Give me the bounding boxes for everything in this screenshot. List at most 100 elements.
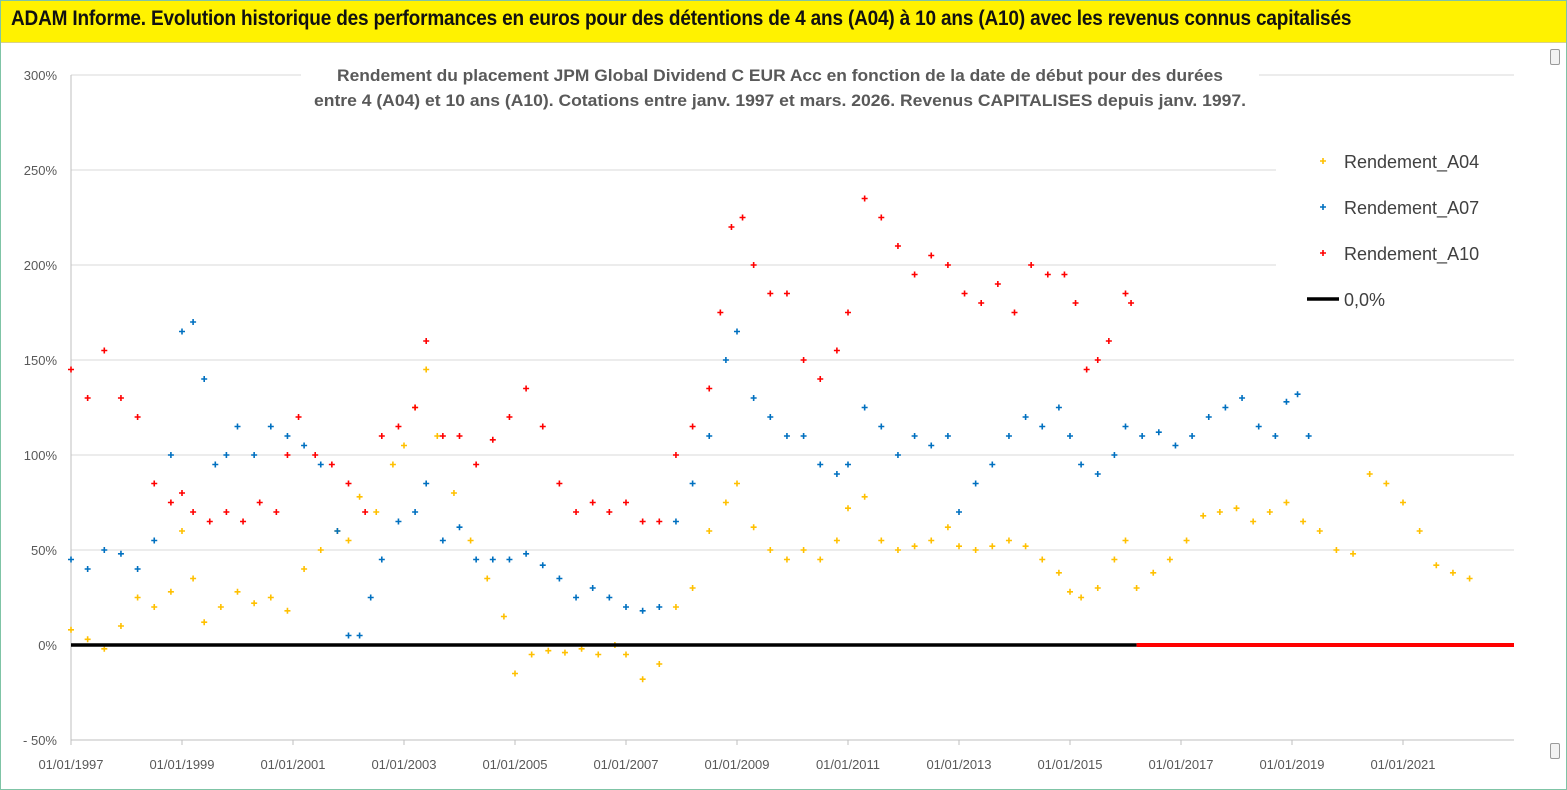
data-point bbox=[639, 607, 646, 614]
data-point bbox=[817, 461, 824, 468]
data-point bbox=[911, 543, 918, 550]
data-point bbox=[561, 649, 568, 656]
legend-label: Rendement_A10 bbox=[1344, 244, 1479, 265]
y-tick-label: 200% bbox=[24, 258, 58, 273]
data-point bbox=[179, 528, 185, 534]
data-point bbox=[179, 328, 185, 335]
data-point bbox=[423, 338, 430, 344]
data-point bbox=[1072, 300, 1079, 306]
x-tick-label: 01/01/2017 bbox=[1148, 757, 1213, 772]
chart-title-line: entre 4 (A04) et 10 ans (A10). Cotations… bbox=[314, 91, 1246, 110]
y-tick-label: - 50% bbox=[23, 733, 57, 748]
data-point bbox=[389, 461, 396, 468]
data-point bbox=[1172, 442, 1179, 449]
data-point bbox=[1011, 309, 1018, 316]
data-point bbox=[1133, 585, 1140, 591]
data-point bbox=[1150, 569, 1157, 576]
data-point bbox=[1155, 429, 1162, 436]
data-point bbox=[234, 588, 241, 595]
data-point bbox=[1466, 575, 1473, 582]
legend-swatch bbox=[1320, 250, 1326, 256]
data-point bbox=[1055, 404, 1062, 411]
data-point bbox=[489, 556, 496, 563]
data-point bbox=[134, 594, 141, 601]
data-point bbox=[1067, 588, 1073, 595]
data-point bbox=[539, 562, 546, 569]
chart-title-line: Rendement du placement JPM Global Divide… bbox=[337, 66, 1223, 85]
data-point bbox=[1005, 537, 1012, 544]
data-point bbox=[1044, 271, 1051, 278]
data-point bbox=[750, 524, 757, 531]
data-point bbox=[317, 461, 324, 468]
data-point bbox=[1189, 433, 1196, 439]
data-point bbox=[944, 524, 951, 531]
data-point bbox=[734, 328, 740, 335]
data-point bbox=[1111, 452, 1118, 458]
data-point bbox=[861, 195, 868, 202]
data-point bbox=[167, 452, 174, 458]
data-point bbox=[439, 433, 446, 439]
data-point bbox=[845, 461, 851, 468]
data-point bbox=[928, 442, 935, 449]
data-point bbox=[1300, 518, 1307, 525]
data-point bbox=[833, 537, 840, 544]
data-point bbox=[273, 509, 280, 515]
data-point bbox=[861, 493, 868, 500]
data-point bbox=[800, 433, 807, 439]
data-point bbox=[1294, 391, 1301, 398]
data-point bbox=[800, 547, 807, 553]
scroll-handle-bottom[interactable] bbox=[1550, 743, 1560, 759]
x-tick-label: 01/01/2007 bbox=[593, 757, 658, 772]
data-point bbox=[412, 404, 419, 411]
data-point bbox=[961, 290, 968, 297]
data-point bbox=[212, 461, 219, 468]
data-point bbox=[240, 518, 247, 525]
data-point bbox=[345, 480, 352, 487]
x-tick-label: 01/01/1999 bbox=[149, 757, 214, 772]
data-point bbox=[190, 575, 197, 582]
data-point bbox=[450, 490, 457, 496]
data-point bbox=[134, 414, 141, 420]
data-point bbox=[506, 414, 513, 420]
data-point bbox=[1255, 423, 1262, 430]
data-point bbox=[817, 556, 824, 563]
data-point bbox=[656, 661, 663, 667]
data-point bbox=[783, 290, 790, 297]
data-point bbox=[722, 357, 729, 363]
data-point bbox=[401, 442, 407, 449]
data-point bbox=[989, 461, 996, 468]
data-point bbox=[1216, 509, 1223, 515]
scroll-handle-top[interactable] bbox=[1550, 49, 1560, 65]
data-point bbox=[295, 414, 302, 420]
x-tick-label: 01/01/2003 bbox=[371, 757, 436, 772]
data-point bbox=[334, 528, 341, 534]
data-point bbox=[1200, 512, 1207, 519]
data-point bbox=[506, 556, 513, 563]
data-point bbox=[484, 575, 491, 582]
chart-title-background bbox=[301, 59, 1259, 117]
data-point bbox=[750, 395, 757, 401]
data-point bbox=[284, 433, 291, 439]
data-point bbox=[1139, 433, 1146, 439]
data-point bbox=[1078, 594, 1085, 601]
data-point bbox=[1039, 556, 1046, 563]
series-Rendement_A04 bbox=[68, 366, 1473, 683]
data-point bbox=[656, 604, 663, 610]
data-point bbox=[972, 480, 979, 487]
data-point bbox=[972, 547, 979, 553]
data-point bbox=[68, 366, 74, 373]
series-Rendement_A10 bbox=[68, 195, 1135, 525]
banner-title: ADAM Informe. Evolution historique des p… bbox=[11, 7, 1352, 30]
data-point bbox=[223, 509, 230, 515]
data-point bbox=[1449, 569, 1456, 576]
data-point bbox=[1239, 395, 1246, 401]
data-point bbox=[1094, 585, 1101, 591]
data-point bbox=[1433, 562, 1440, 569]
data-point bbox=[68, 626, 74, 633]
data-point bbox=[722, 499, 729, 506]
legend-label: 0,0% bbox=[1344, 290, 1385, 310]
data-point bbox=[234, 423, 241, 430]
data-point bbox=[1111, 556, 1118, 563]
legend-label: Rendement_A04 bbox=[1344, 152, 1479, 173]
legend-swatch bbox=[1320, 204, 1326, 210]
